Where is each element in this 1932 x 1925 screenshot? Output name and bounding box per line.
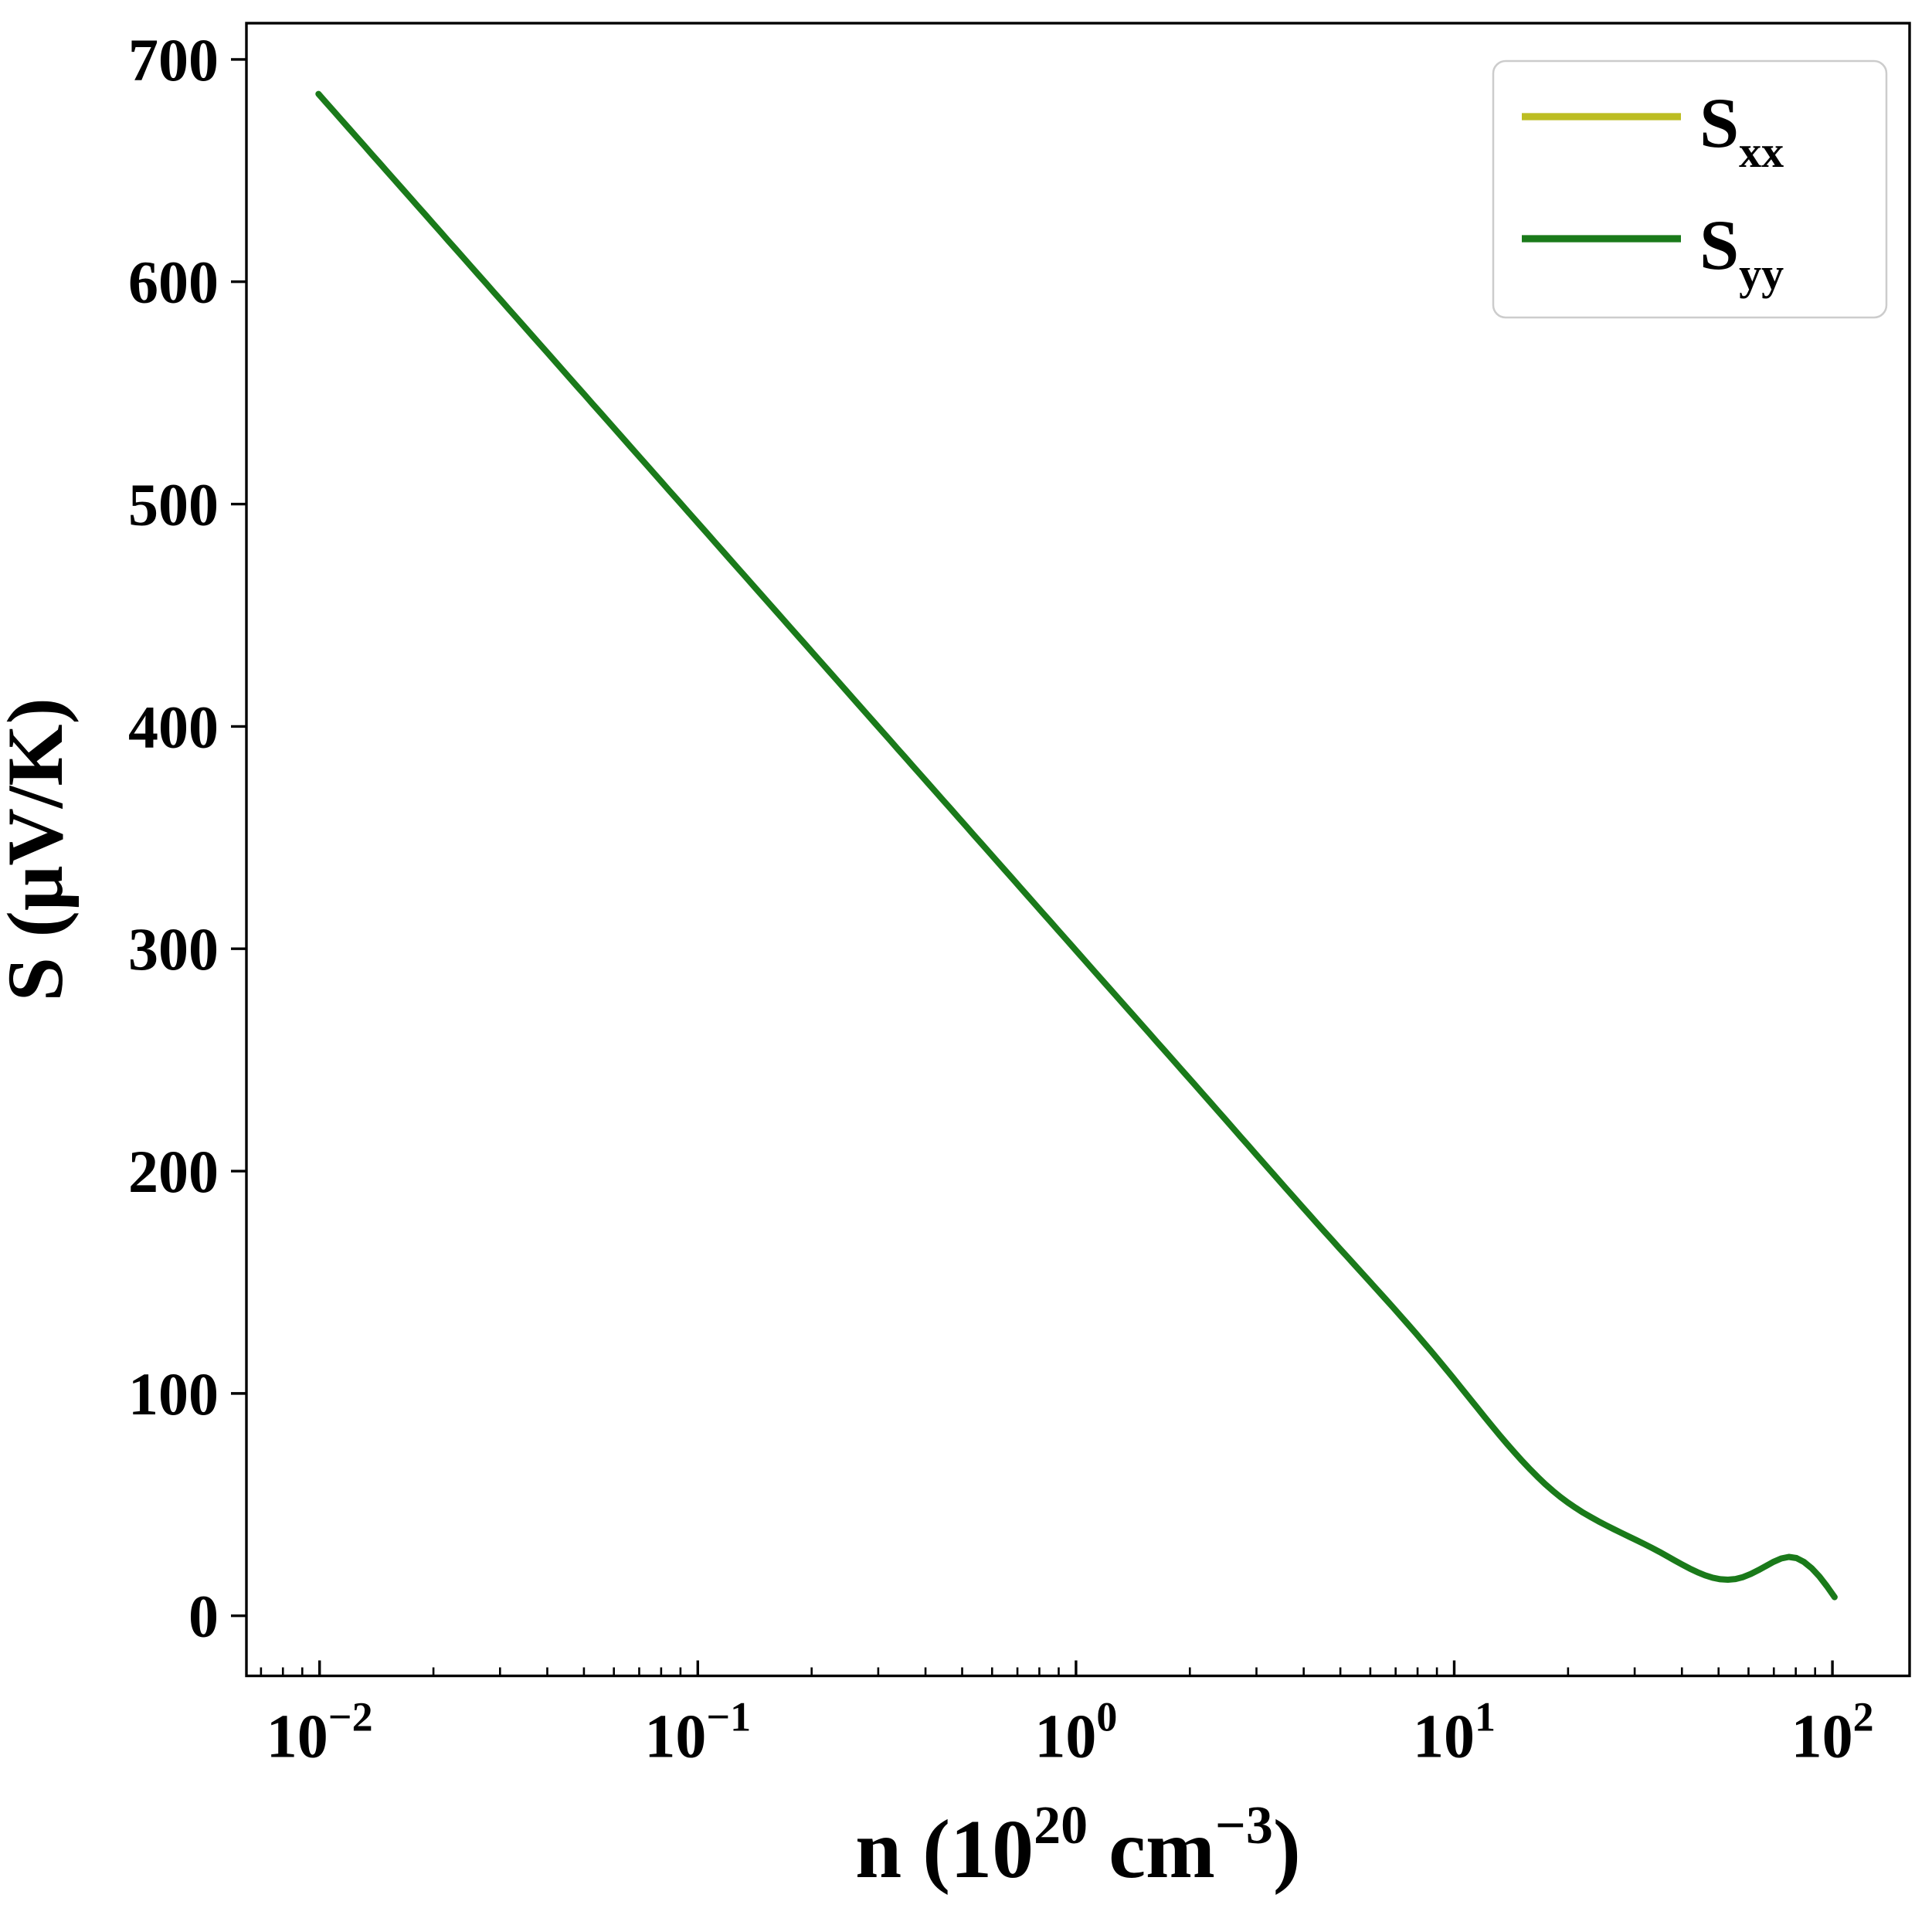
svg-text:500: 500: [128, 471, 219, 538]
svg-text:600: 600: [128, 249, 219, 316]
svg-text:0: 0: [188, 1583, 219, 1650]
svg-text:400: 400: [128, 693, 219, 760]
svg-text:S (μV/K): S (μV/K): [0, 698, 80, 1001]
svg-text:100: 100: [128, 1360, 219, 1428]
svg-text:200: 200: [128, 1138, 219, 1205]
svg-text:300: 300: [128, 915, 219, 983]
svg-text:700: 700: [128, 26, 219, 93]
